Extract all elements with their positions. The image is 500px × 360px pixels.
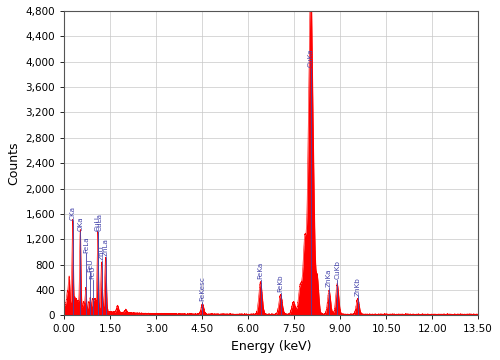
X-axis label: Energy (keV): Energy (keV) — [231, 340, 312, 353]
Text: ZnLa: ZnLa — [102, 239, 108, 256]
Text: FeKa: FeKa — [258, 262, 264, 279]
Text: ZnU: ZnU — [98, 246, 104, 260]
Text: OKa: OKa — [78, 216, 84, 231]
Text: CuU: CuU — [95, 216, 101, 231]
Y-axis label: Counts: Counts — [7, 141, 20, 185]
Text: FeU: FeU — [88, 258, 94, 272]
Text: FeU: FeU — [90, 266, 96, 279]
Text: FeKb: FeKb — [278, 274, 283, 292]
Text: FeLa: FeLa — [83, 236, 89, 253]
Text: FeKesc: FeKesc — [200, 276, 205, 301]
Text: CKa: CKa — [70, 206, 75, 220]
Text: ZnKa: ZnKa — [326, 269, 332, 287]
Text: CuKb: CuKb — [334, 260, 340, 279]
Text: ZnKb: ZnKb — [354, 277, 360, 296]
Text: CuLa: CuLa — [97, 213, 103, 231]
Text: CuKa: CuKa — [308, 49, 314, 67]
